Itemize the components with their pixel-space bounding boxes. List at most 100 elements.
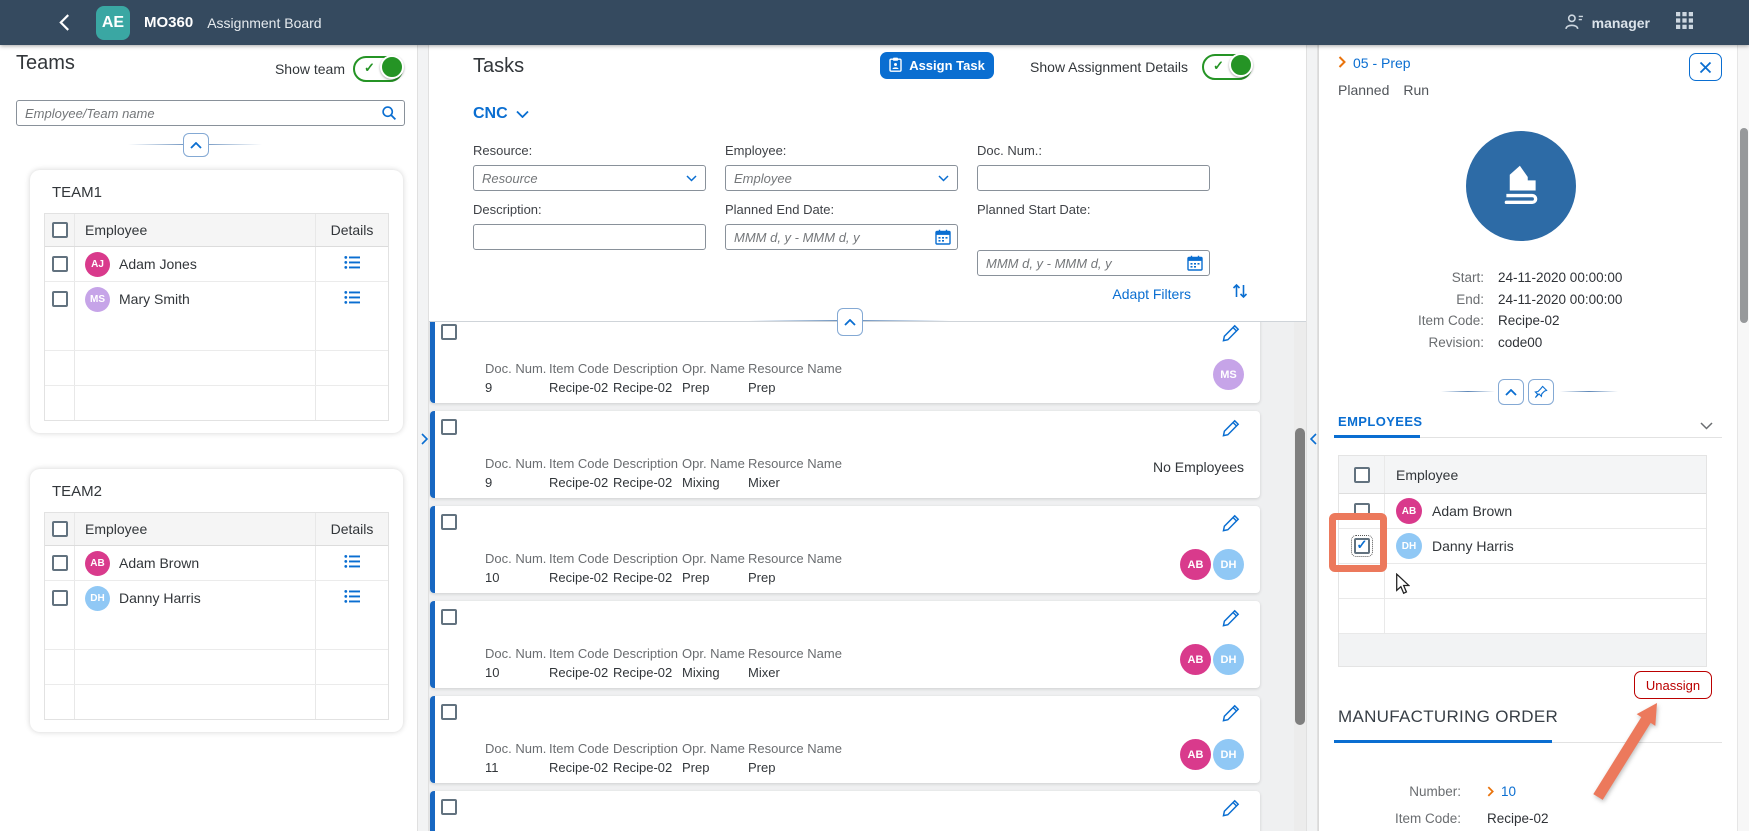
tasks-panel: Doc. Num. 9 Item Code Recipe-02 Descriptio… (429, 45, 1306, 831)
resource-filter-select[interactable]: Resource (473, 165, 706, 191)
tasks-scrollbar-thumb[interactable] (1295, 428, 1305, 725)
team-member-row[interactable]: DH Danny Harris (45, 581, 388, 615)
list-details-icon[interactable] (343, 554, 361, 572)
tasks-scrollbar[interactable] (1294, 322, 1306, 831)
close-button[interactable] (1689, 53, 1722, 81)
select-all-checkbox[interactable] (1353, 466, 1370, 483)
pencil-edit-icon[interactable] (1222, 324, 1240, 347)
team-table: Employee Details AJ Adam Jones (44, 213, 389, 421)
task-checkbox[interactable] (441, 419, 457, 435)
task-card[interactable]: Doc. Num. 11 Item Code Recipe-02 Descripti… (430, 696, 1260, 783)
team-member-row[interactable]: AJ Adam Jones (45, 247, 388, 282)
pin-button[interactable] (1528, 379, 1554, 405)
teams-collapse-button[interactable] (183, 133, 209, 157)
empty-row (45, 615, 388, 650)
calendar-icon[interactable] (1187, 255, 1203, 276)
planned-end-date-input[interactable] (725, 224, 958, 250)
task-card[interactable]: Doc. Num. 9 Item Code Recipe-02 Descriptio… (430, 316, 1260, 403)
member-name: Adam Brown (119, 555, 200, 571)
adapt-filters-link[interactable]: Adapt Filters (1112, 285, 1191, 302)
back-chevron-icon[interactable] (52, 11, 76, 35)
member-name: Danny Harris (119, 590, 201, 606)
show-team-label: Show team (274, 61, 345, 77)
tab-employees[interactable]: EMPLOYEES (1338, 414, 1423, 429)
mo-item-code-value: Recipe-02 (1487, 811, 1549, 826)
select-all-checkbox[interactable] (51, 222, 68, 238)
page-scrollbar[interactable] (1737, 45, 1749, 831)
task-columns: Doc. Num. 10 Item Code Recipe-02 Descripti… (485, 506, 1260, 586)
task-checkbox[interactable] (441, 609, 457, 625)
calendar-icon[interactable] (935, 229, 951, 250)
breadcrumb[interactable]: 05 - Prep (1338, 55, 1411, 71)
right-splitter[interactable] (1306, 45, 1318, 831)
col-label: Item Code (549, 551, 609, 566)
mo-item-code-label: Item Code: (1394, 811, 1461, 826)
task-checkbox[interactable] (441, 324, 457, 340)
divider (1334, 437, 1722, 438)
team-member-row[interactable]: AB Adam Brown (45, 546, 388, 581)
show-assignment-details-toggle[interactable] (1202, 53, 1253, 80)
pencil-edit-icon[interactable] (1222, 609, 1240, 632)
member-checkbox[interactable] (51, 555, 68, 571)
chevron-right-icon[interactable] (419, 430, 429, 448)
sort-arrows-icon[interactable] (1231, 282, 1249, 305)
description-filter-label: Description: (473, 202, 542, 217)
details-column-header: Details (330, 222, 374, 238)
member-checkbox[interactable] (51, 590, 68, 606)
pencil-edit-icon[interactable] (1222, 419, 1240, 442)
mo-number-link[interactable]: 10 (1501, 784, 1517, 799)
pencil-edit-icon[interactable] (1222, 704, 1240, 727)
planned-start-date-input[interactable] (977, 250, 1210, 276)
field-value: Recipe-02 (1498, 313, 1560, 328)
avatar: DH (1213, 549, 1244, 580)
doc-num-filter-input[interactable] (977, 165, 1210, 191)
employee-name: Adam Brown (1432, 503, 1513, 519)
task-checkbox[interactable] (441, 799, 457, 815)
task-checkbox[interactable] (441, 514, 457, 530)
team-member-row[interactable]: MS Mary Smith (45, 282, 388, 316)
left-splitter[interactable] (417, 45, 429, 831)
assign-task-button[interactable]: Assign Task (880, 52, 994, 79)
pencil-edit-icon[interactable] (1222, 514, 1240, 537)
employee-checkbox[interactable] (1353, 503, 1370, 519)
status-run: Run (1403, 82, 1430, 98)
task-card[interactable]: Doc. Num. 9 Item Code Recipe-02 Descriptio… (430, 411, 1260, 498)
task-checkbox[interactable] (441, 704, 457, 720)
member-checkbox[interactable] (51, 291, 68, 307)
description-filter-input[interactable] (473, 224, 706, 250)
chevron-right-icon (1338, 55, 1346, 71)
chevron-down-icon[interactable] (1700, 417, 1713, 435)
task-card[interactable]: Doc. Num. 10 Item Code Recipe-02 Descripti… (430, 506, 1260, 593)
detail-collapse-button[interactable] (1498, 379, 1524, 405)
app-grid-icon[interactable] (1676, 11, 1693, 34)
list-details-icon[interactable] (343, 255, 361, 273)
pencil-edit-icon[interactable] (1222, 799, 1240, 822)
team-table-header: Employee Details (45, 513, 388, 546)
employee-checkbox[interactable] (1350, 535, 1373, 557)
search-icon[interactable] (381, 105, 397, 126)
employee-filter-select[interactable]: Employee (725, 165, 958, 191)
resource-name-value: Mixer (748, 665, 780, 680)
divider (1560, 391, 1618, 392)
user-menu[interactable]: manager (1564, 13, 1650, 33)
list-details-icon[interactable] (343, 589, 361, 607)
chevron-left-icon[interactable] (1308, 430, 1318, 448)
group-selector[interactable]: CNC (473, 105, 529, 123)
page-scrollbar-thumb[interactable] (1740, 128, 1748, 323)
team-search-input[interactable] (16, 100, 405, 126)
unassign-button[interactable]: Unassign (1634, 671, 1712, 699)
filter-collapse-button[interactable] (837, 308, 863, 336)
avatar: AB (1180, 739, 1211, 770)
employee-row[interactable]: DH Danny Harris (1339, 529, 1706, 564)
task-card[interactable]: Doc. Num. Item Code Description Opr. Nam… (430, 791, 1260, 831)
select-all-checkbox[interactable] (51, 521, 68, 537)
opr-name-value: Prep (682, 760, 710, 775)
member-checkbox[interactable] (51, 256, 68, 272)
chevron-down-icon (516, 105, 529, 123)
doc-num-value: 9 (485, 380, 493, 395)
list-details-icon[interactable] (343, 290, 361, 308)
employee-row[interactable]: AB Adam Brown (1339, 494, 1706, 529)
task-card[interactable]: Doc. Num. 10 Item Code Recipe-02 Descripti… (430, 601, 1260, 688)
show-team-toggle[interactable] (353, 55, 404, 82)
group-selector-label: CNC (473, 105, 508, 122)
